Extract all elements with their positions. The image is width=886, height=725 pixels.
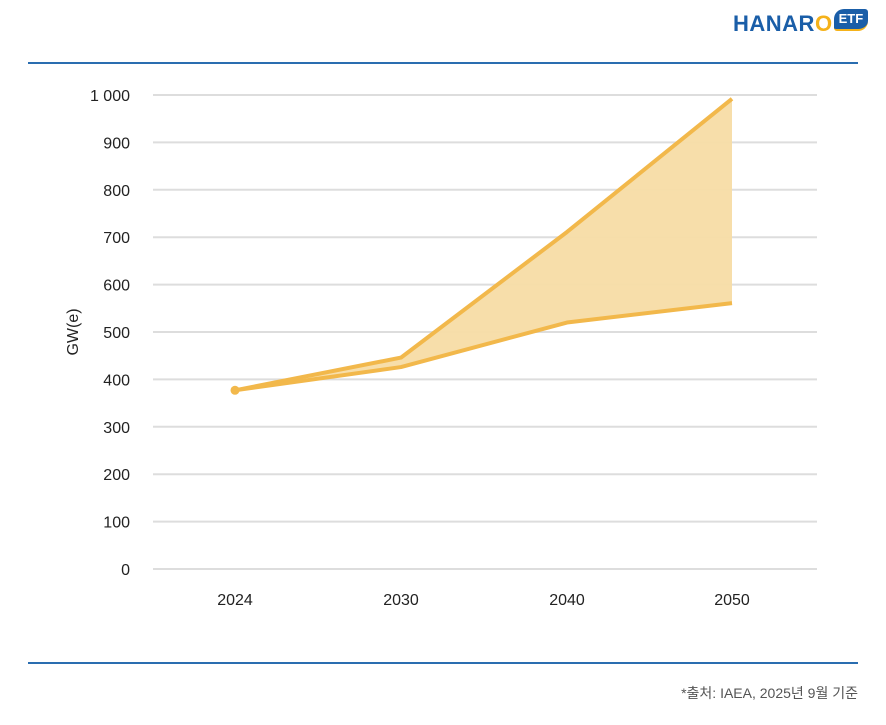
y-tick-label: 700 — [103, 230, 130, 247]
x-tick-label: 2024 — [217, 592, 253, 609]
hanaro-etf-logo: HANARO ETF — [733, 8, 869, 40]
series-line-low — [234, 301, 733, 393]
x-tick-label: 2030 — [383, 592, 419, 609]
y-tick-label: 300 — [103, 420, 130, 437]
source-note: *출처: IAEA, 2025년 9월 기준 — [681, 685, 858, 701]
data-point — [230, 385, 240, 395]
top-divider — [28, 62, 858, 64]
logo-badge: ETF — [833, 9, 869, 31]
bottom-divider — [28, 662, 858, 664]
y-tick-label: 900 — [103, 135, 130, 152]
y-tick-label: 200 — [103, 467, 130, 484]
y-tick-label: 100 — [103, 515, 130, 532]
series-line-high — [234, 97, 734, 393]
y-tick-label: 1 000 — [90, 88, 130, 105]
y-axis-label: GW(e) — [65, 308, 82, 355]
y-tick-label: 600 — [103, 278, 130, 295]
y-tick-label: 800 — [103, 183, 130, 200]
logo-brand: HANARO — [733, 11, 833, 36]
y-tick-label: 0 — [121, 562, 130, 579]
y-tick-label: 400 — [103, 372, 130, 389]
y-tick-label: 500 — [103, 325, 130, 342]
x-tick-label: 2040 — [549, 592, 585, 609]
x-tick-label: 2050 — [714, 592, 750, 609]
